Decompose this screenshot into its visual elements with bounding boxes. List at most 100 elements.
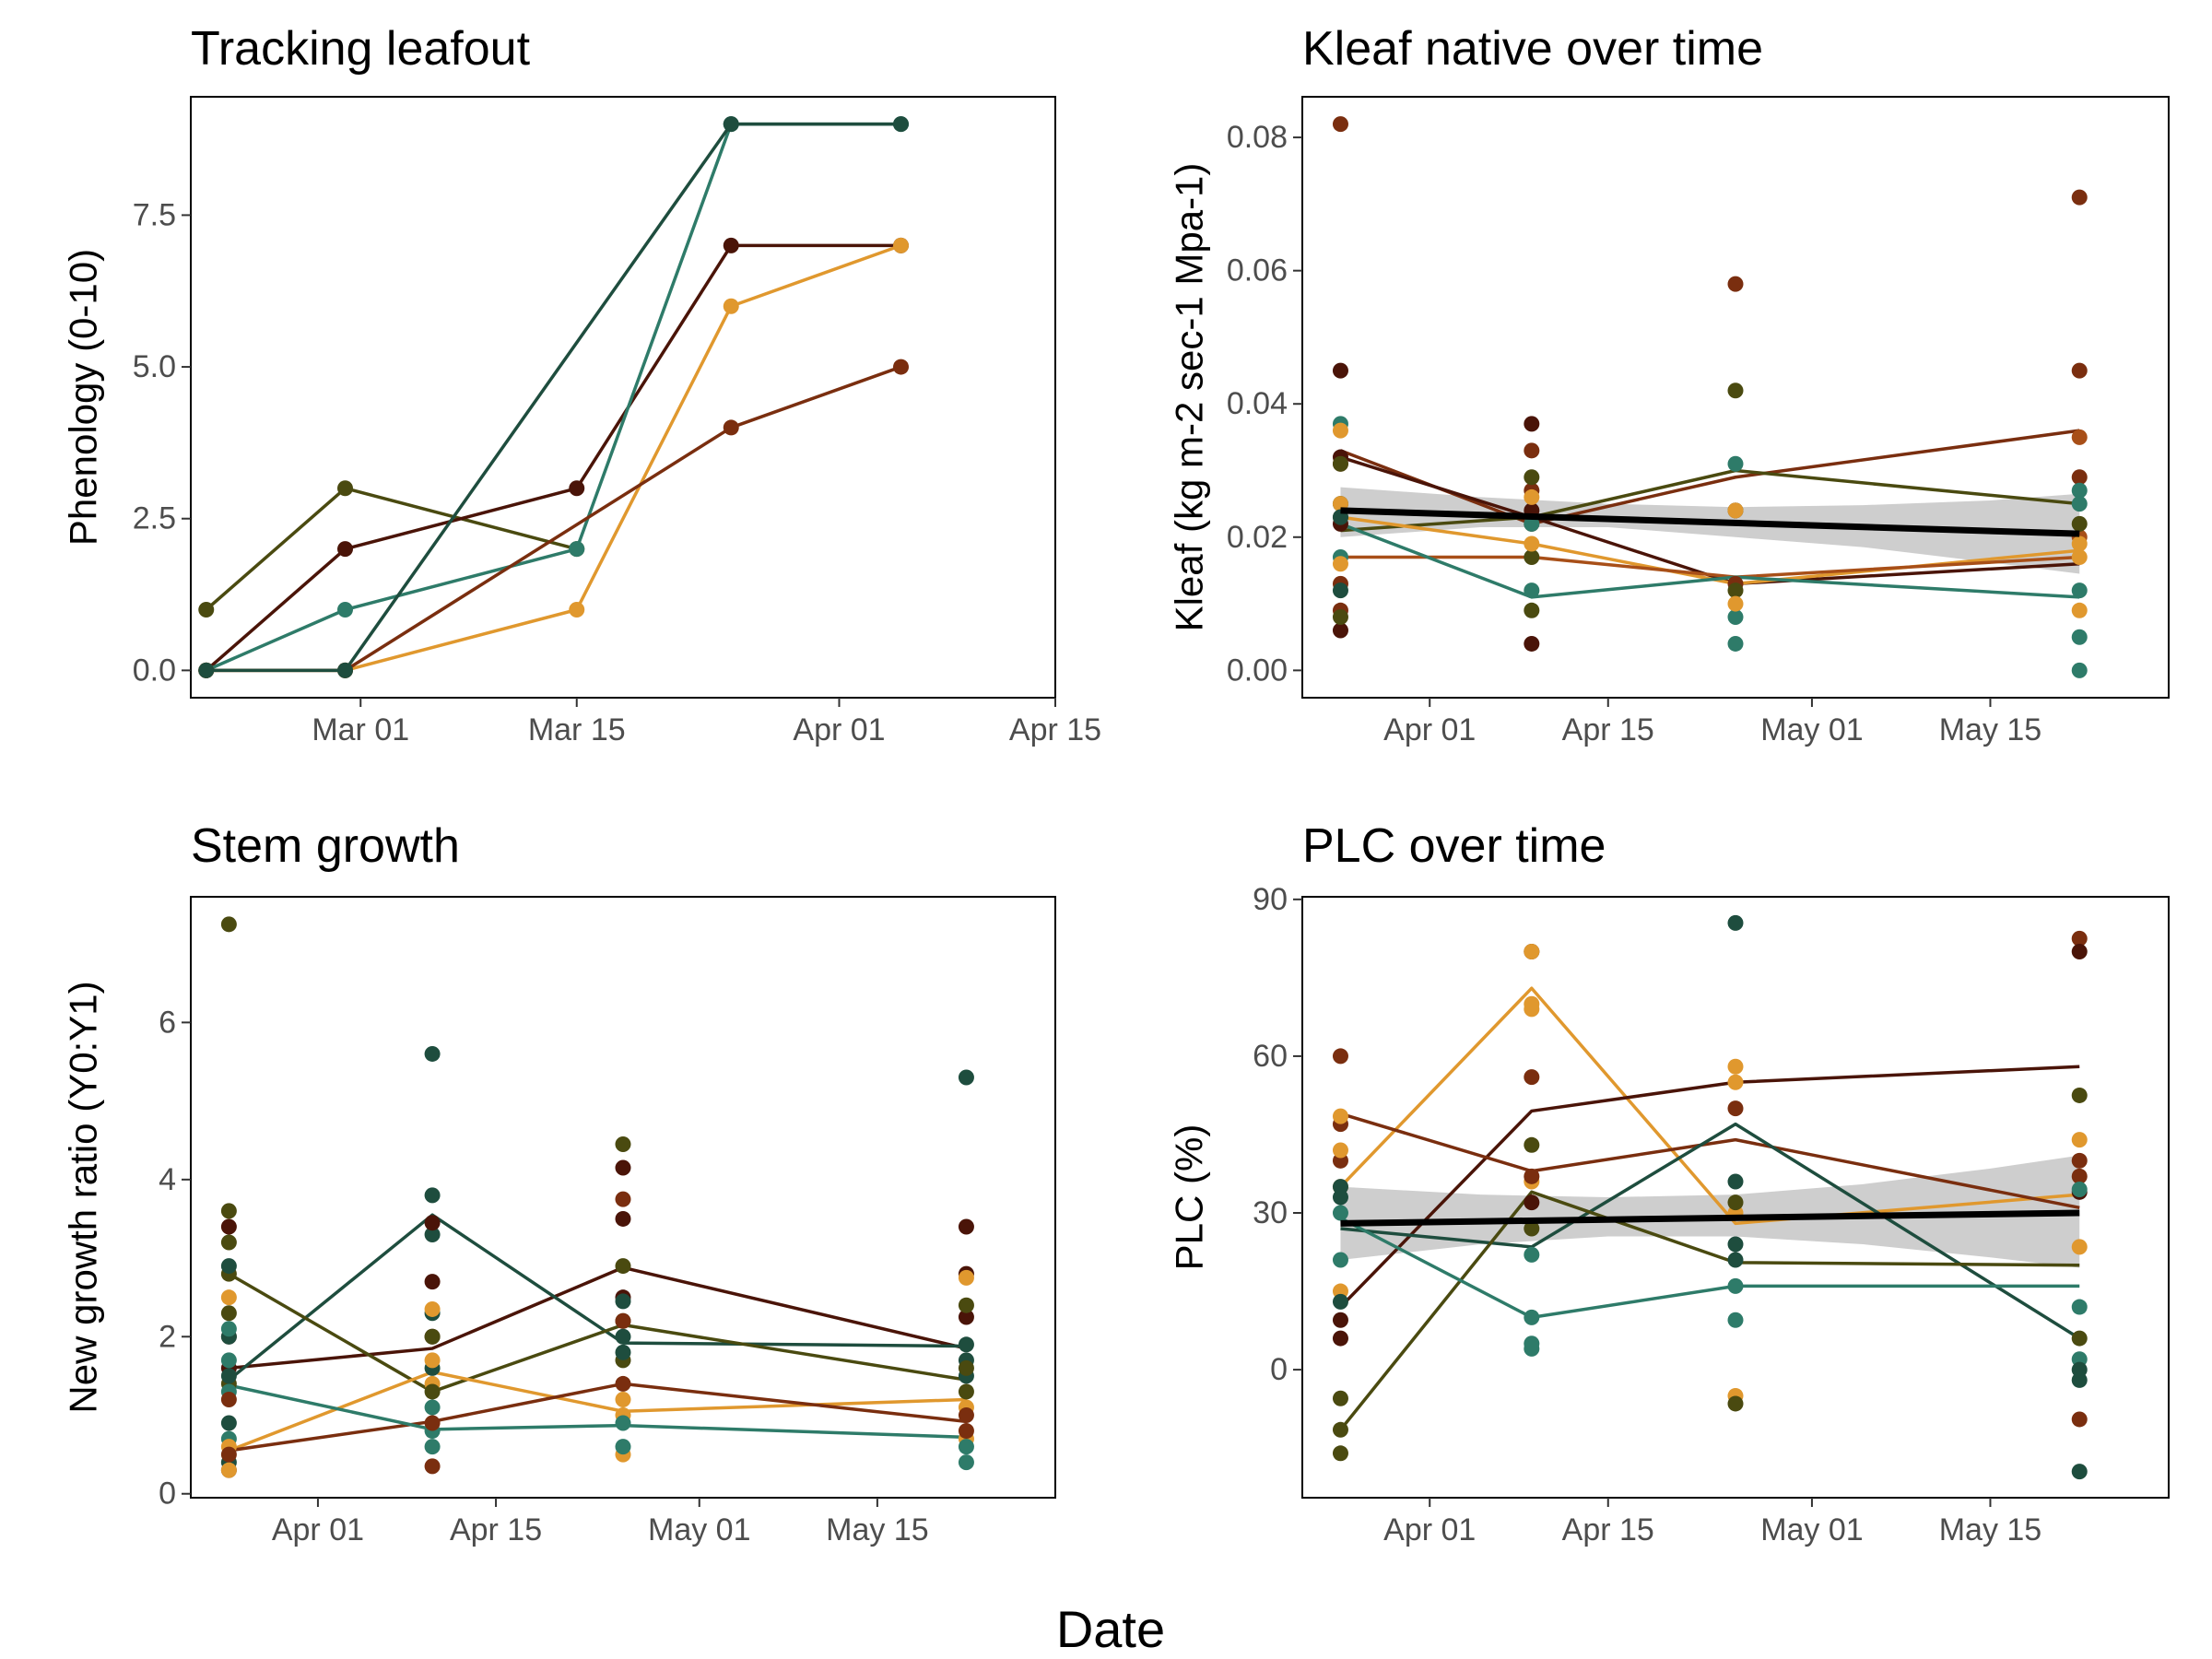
data-point bbox=[615, 1439, 631, 1455]
data-point bbox=[615, 1135, 631, 1152]
data-point bbox=[1727, 455, 1744, 472]
data-point bbox=[1524, 1001, 1540, 1018]
data-point bbox=[220, 1352, 237, 1369]
data-point bbox=[220, 1258, 237, 1275]
x-tick-label: Mar 01 bbox=[312, 712, 409, 747]
data-point bbox=[1524, 1168, 1540, 1184]
data-point bbox=[424, 1300, 441, 1317]
data-point bbox=[2071, 582, 2088, 599]
panel-kleaf-native: Kleaf native over time Kleaf (kg m-2 sec-… bbox=[1168, 22, 2170, 747]
panel-title: Kleaf native over time bbox=[1302, 22, 1763, 76]
data-point bbox=[2071, 496, 2088, 512]
data-point bbox=[337, 480, 353, 497]
y-tick-label: 0.02 bbox=[1227, 520, 1288, 555]
data-point bbox=[1524, 635, 1540, 652]
data-point bbox=[1524, 442, 1540, 459]
x-tick-label: Apr 15 bbox=[1562, 712, 1654, 747]
x-tick-label: May 15 bbox=[1939, 712, 2042, 747]
trend-line bbox=[1340, 507, 2080, 537]
data-point bbox=[1524, 488, 1540, 505]
data-point bbox=[1727, 1236, 1744, 1253]
data-point bbox=[1727, 1100, 1744, 1117]
panel-title: PLC over time bbox=[1302, 819, 1606, 873]
data-point bbox=[220, 1368, 237, 1384]
y-tick-label: 0.08 bbox=[1227, 120, 1288, 155]
x-tick-label: May 01 bbox=[1760, 712, 1864, 747]
data-point bbox=[2071, 602, 2088, 618]
data-point bbox=[723, 419, 739, 436]
data-point bbox=[220, 1462, 237, 1478]
data-point bbox=[1727, 1252, 1744, 1268]
series-line bbox=[205, 243, 901, 672]
series-line bbox=[206, 122, 901, 672]
data-point bbox=[958, 1309, 974, 1325]
data-point bbox=[1524, 1220, 1540, 1237]
y-axis-label: PLC (%) bbox=[1168, 1124, 1211, 1271]
data-point bbox=[615, 1415, 631, 1431]
series-line bbox=[205, 487, 347, 611]
data-point bbox=[1524, 469, 1540, 486]
data-point bbox=[2071, 469, 2088, 486]
data-point bbox=[2071, 535, 2088, 552]
data-point bbox=[1524, 1069, 1540, 1086]
data-point bbox=[615, 1328, 631, 1345]
data-point bbox=[615, 1391, 631, 1407]
data-point bbox=[337, 602, 353, 618]
y-tick-label: 60 bbox=[1253, 1039, 1288, 1074]
data-point bbox=[2071, 930, 2088, 947]
data-point bbox=[220, 916, 237, 933]
data-point bbox=[958, 1423, 974, 1440]
data-point bbox=[2071, 1299, 2088, 1315]
series-line bbox=[1339, 1112, 2080, 1210]
series-line bbox=[228, 1370, 967, 1453]
common-x-axis-label: Date bbox=[1056, 1600, 1165, 1658]
data-point bbox=[2071, 1330, 2088, 1347]
data-point bbox=[1332, 1293, 1348, 1310]
data-point bbox=[1332, 622, 1348, 639]
data-point bbox=[2071, 189, 2088, 206]
data-point bbox=[424, 1383, 441, 1400]
y-tick-label: 0 bbox=[159, 1477, 176, 1512]
y-tick-label: 30 bbox=[1253, 1195, 1288, 1230]
data-point bbox=[2071, 429, 2088, 445]
data-point bbox=[2071, 629, 2088, 645]
data-point bbox=[220, 1305, 237, 1322]
x-tick-label: Mar 15 bbox=[528, 712, 626, 747]
data-point bbox=[615, 1191, 631, 1207]
data-point bbox=[615, 1375, 631, 1392]
data-point bbox=[1727, 609, 1744, 626]
data-point bbox=[1524, 1246, 1540, 1263]
data-point bbox=[1524, 1340, 1540, 1357]
series-line bbox=[1339, 1065, 2080, 1309]
data-point bbox=[1332, 1142, 1348, 1159]
data-point bbox=[424, 1215, 441, 1231]
series-line bbox=[1339, 1190, 2080, 1431]
data-point bbox=[2071, 944, 2088, 960]
data-point bbox=[424, 1352, 441, 1369]
x-tick-label: Apr 01 bbox=[1383, 1512, 1476, 1547]
data-point bbox=[1332, 116, 1348, 133]
data-point bbox=[1727, 502, 1744, 519]
data-point bbox=[1332, 1048, 1348, 1065]
data-point bbox=[2071, 482, 2088, 499]
data-point bbox=[424, 1458, 441, 1475]
data-point bbox=[424, 1328, 441, 1345]
data-point bbox=[1524, 1194, 1540, 1211]
data-point bbox=[723, 298, 739, 314]
data-point bbox=[1524, 602, 1540, 618]
panel-border bbox=[1301, 896, 2170, 1499]
data-point bbox=[1524, 416, 1540, 432]
data-point bbox=[1332, 362, 1348, 379]
data-point bbox=[1524, 1309, 1540, 1325]
data-point bbox=[1332, 1390, 1348, 1406]
data-point bbox=[958, 1407, 974, 1424]
data-point bbox=[958, 1336, 974, 1353]
data-point bbox=[424, 1415, 441, 1431]
panel-title: Tracking leafout bbox=[191, 22, 531, 76]
data-point bbox=[1332, 609, 1348, 626]
x-tick-label: Apr 01 bbox=[272, 1512, 364, 1547]
data-point bbox=[2071, 1239, 2088, 1255]
x-tick-label: Apr 15 bbox=[1009, 712, 1101, 747]
data-point bbox=[1332, 1205, 1348, 1221]
